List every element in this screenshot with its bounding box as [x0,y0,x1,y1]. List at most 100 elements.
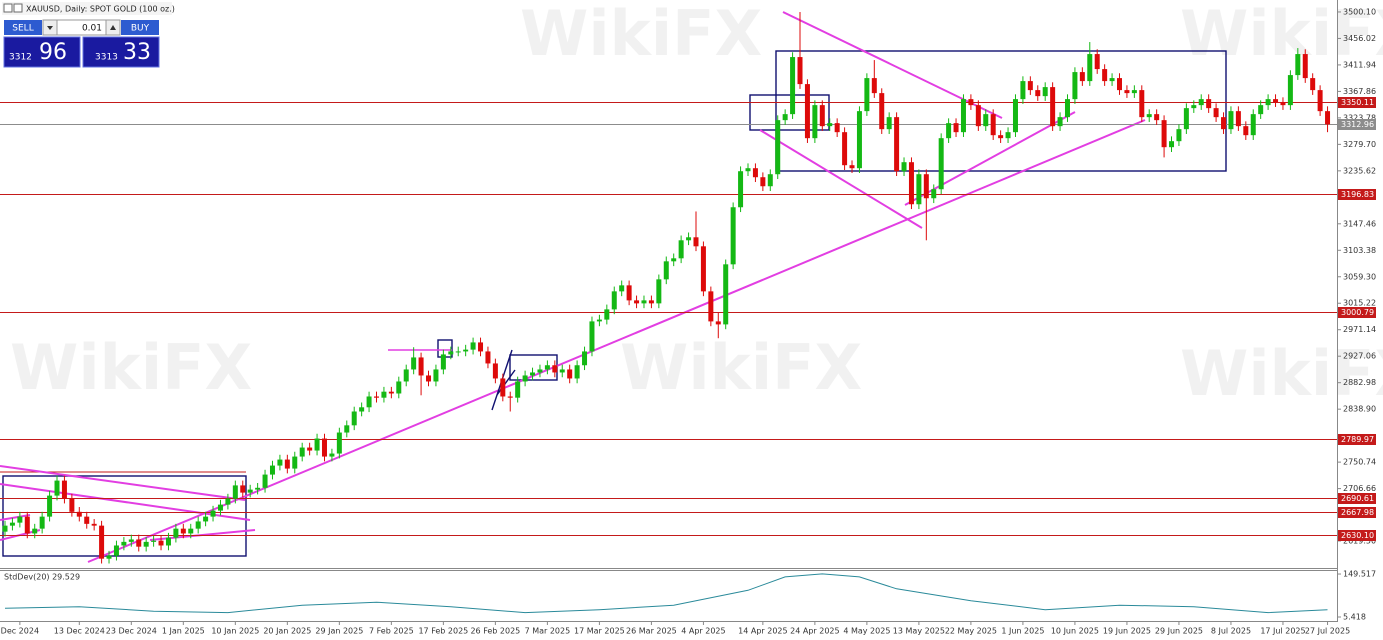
candle-body [151,540,157,542]
price-level-label: 3000.79 [1341,308,1374,317]
candle-body [121,541,127,546]
candle-body [1035,90,1041,97]
candle-body [1206,99,1212,109]
price-level-label: 2630.10 [1341,531,1374,540]
buy-label[interactable]: BUY [131,24,150,34]
candle-body [515,381,521,398]
indicator-pane: StdDev(20) 29.529 [4,573,1328,614]
candle-body [54,480,60,496]
candle-body [195,521,201,529]
x-tick-label: 29 Jan 2025 [315,627,363,636]
candle-body [1198,99,1204,106]
candle-body [968,99,974,106]
candle-body [165,537,171,546]
price-level-label: 3196.83 [1341,190,1374,199]
candle-body [47,495,53,517]
buy-price-main[interactable]: 3313 [95,53,118,63]
candle-body [455,351,461,353]
candle-body [262,474,268,488]
y-tick-label: 2971.14 [1343,325,1376,334]
candle-body [923,174,929,199]
candle-body [173,528,179,538]
candle-body [336,432,342,454]
candle-body [17,516,23,523]
candle-body [84,516,90,524]
candle-body [396,381,402,394]
price-level-label: 3350.11 [1341,98,1374,107]
buy-button[interactable] [121,20,159,35]
buy-price-box[interactable] [82,36,160,68]
candle-body [634,300,640,304]
candle-body [158,540,164,546]
candle-body [834,123,840,133]
watermark: WikiFX [520,0,762,70]
y-tick-label: 3279.70 [1343,140,1376,149]
price-level-tag [1338,507,1376,518]
candle-body [960,99,966,133]
lot-value[interactable]: 0.01 [82,24,102,34]
x-tick-label: 13 Dec 2024 [54,627,105,636]
price-level-tag [1338,493,1376,504]
candle-body [1302,54,1308,79]
sell-price-box[interactable] [3,36,81,68]
candle-body [671,258,677,262]
buy-price-pips[interactable]: 33 [123,40,151,65]
candle-body [589,321,595,352]
candle-body [9,522,15,526]
candle-body [522,375,528,382]
y-tick-label: 2838.90 [1343,405,1376,414]
candle-body [723,264,729,325]
candle-body [648,300,654,304]
x-tick-label: 27 Jul 2025 [1305,627,1350,636]
candle-body [693,237,699,247]
candle-body [440,354,446,370]
sell-button[interactable] [4,20,42,35]
candle-body [478,342,484,352]
candle-body [1139,90,1145,118]
x-tick-label: 7 Mar 2025 [525,627,571,636]
candle-body [804,84,810,139]
candle-body [203,516,209,522]
candle-body [708,291,714,322]
candle-body [232,485,238,499]
watermark: WikiFX [1180,337,1383,410]
candle-body [611,291,617,310]
candle-body [61,480,67,499]
candle-body [686,237,692,241]
x-tick-label: 29 Jun 2025 [1155,627,1203,636]
x-tick-label: 4 Apr 2025 [681,627,725,636]
y-tick-label: 3367.86 [1343,87,1376,96]
candle-body [1102,69,1108,82]
candle-body [1117,78,1122,91]
candle-body [32,528,38,534]
candle-body [700,246,706,292]
x-tick-label: 26 Mar 2025 [626,627,677,636]
candle-body [1317,90,1323,112]
sell-price-main[interactable]: 3312 [9,53,32,63]
candle-body [374,396,379,398]
candle-body [351,411,357,426]
y-tick-label: 2882.98 [1343,378,1376,387]
y-tick-label: 3500.10 [1343,7,1376,16]
y-tick-label: 2750.74 [1343,458,1376,467]
watermark: WikiFX [620,331,862,404]
sell-price-pips[interactable]: 96 [39,40,67,65]
candle-body [819,105,825,127]
watermarks: WikiFX WikiFX WikiFX WikiFX WikiFX [10,0,1383,410]
candle-body [329,453,335,457]
candle-body [314,438,320,451]
candle-body [998,135,1004,139]
candle-body [1079,72,1085,82]
candle-body [886,117,892,130]
candle-body [1250,114,1256,136]
candle-body [656,279,662,304]
candle-body [366,396,372,408]
candle-body [128,539,134,542]
candle-body [2,525,8,532]
candle-body [299,447,305,457]
sell-label[interactable]: SELL [12,24,33,34]
candle-body [901,162,907,172]
candle-body [1258,105,1264,115]
price-level-tag [1338,189,1376,200]
candle-body [403,369,409,382]
